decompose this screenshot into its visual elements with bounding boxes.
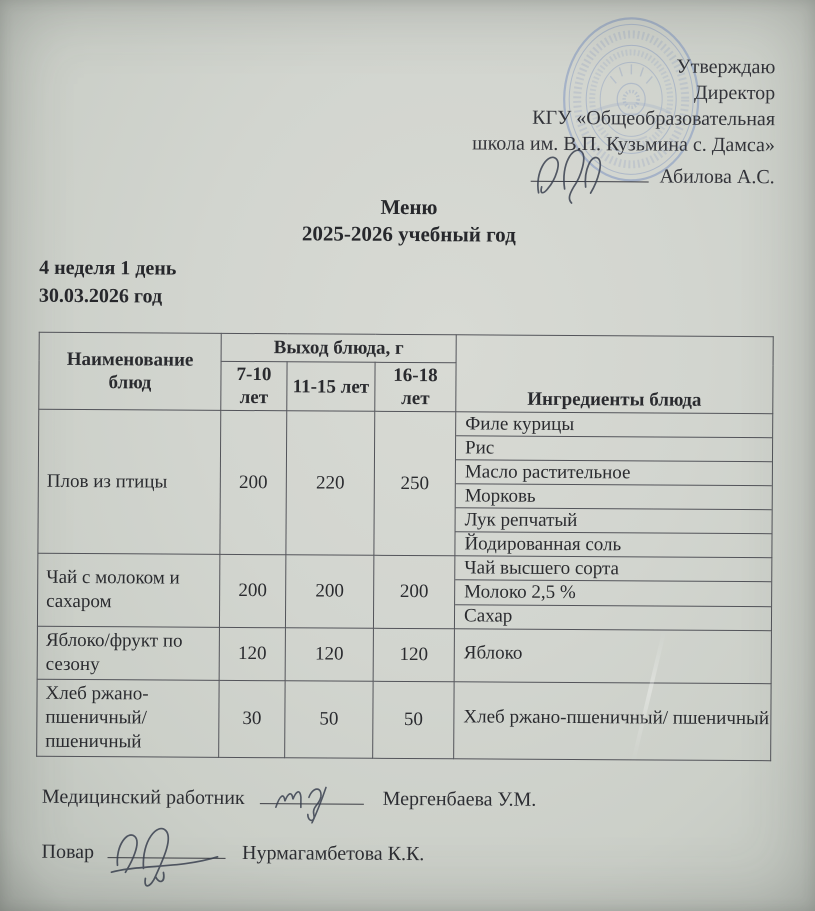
ingredient: Филе курицы bbox=[456, 412, 773, 439]
cook-name: Нурмагамбетова К.К. bbox=[242, 841, 425, 866]
director-signature-row: Абилова А.С. bbox=[472, 149, 775, 204]
date-label: 30.03.2026 год bbox=[38, 284, 163, 308]
medical-worker-name: Мергенбаева У.М. bbox=[382, 787, 537, 811]
ingredient: Молоко 2,5 % bbox=[455, 580, 772, 607]
ingredient: Лук репчатый bbox=[455, 508, 772, 535]
ingredients-cell: Хлеб ржано-пшеничный/ пшеничный bbox=[453, 681, 772, 761]
ingredient: Хлеб ржано-пшеничный/ пшеничный bbox=[463, 706, 770, 730]
portion-11-15: 120 bbox=[285, 627, 374, 682]
ingredient: Рис bbox=[456, 436, 773, 463]
medical-worker-role: Медицинский работник bbox=[41, 785, 245, 810]
ingredient: Масло растительное bbox=[455, 460, 772, 487]
dish-name: Плов из птицы bbox=[37, 409, 221, 555]
period-block: 4 неделя 1 день 30.03.2026 год bbox=[39, 254, 177, 311]
portion-16-18: 250 bbox=[373, 411, 456, 556]
menu-subtitle: 2025-2026 учебный год bbox=[301, 221, 516, 247]
medical-worker-signature-line bbox=[259, 786, 364, 824]
official-seal-icon bbox=[563, 17, 700, 182]
week-day-label: 4 неделя 1 день bbox=[39, 256, 177, 280]
portion-16-18: 50 bbox=[372, 681, 455, 759]
portion-7-10: 200 bbox=[219, 554, 286, 628]
portion-7-10: 30 bbox=[218, 680, 286, 758]
ingredients-cell: Филе курицы Рис Масло растительное Морко… bbox=[454, 411, 773, 558]
medical-worker-signature-row: Медицинский работник Мергенбаева У.М. bbox=[41, 785, 537, 824]
director-name: Абилова А.С. bbox=[659, 165, 775, 189]
director-signature-line bbox=[530, 149, 649, 204]
portion-7-10: 200 bbox=[219, 410, 287, 555]
portion-11-15: 50 bbox=[284, 680, 374, 759]
portion-7-10: 120 bbox=[219, 627, 286, 681]
ingredient: Яблоко bbox=[463, 641, 523, 664]
ingredient: Морковь bbox=[455, 484, 772, 511]
col-header-age-16-18: 16-18 лет bbox=[374, 362, 457, 412]
ingredients-cell: Яблоко bbox=[454, 628, 772, 684]
approval-line-4: школа им. В.П. Кузьмина с. Дамса» bbox=[472, 132, 775, 157]
col-header-ingredients: Ингредиенты блюда bbox=[455, 334, 774, 414]
cook-role: Повар bbox=[41, 840, 95, 864]
table-row-bread: Хлеб ржано-пшеничный/ пшеничный 30 50 50… bbox=[36, 679, 772, 761]
col-header-age-7-10: 7-10 лет bbox=[220, 361, 288, 411]
ingredient: Йодированная соль bbox=[464, 532, 622, 555]
ingredient: Сахар bbox=[463, 605, 513, 627]
medical-worker-signature-icon bbox=[274, 786, 327, 824]
dish-name: Чай с молоком и сахаром bbox=[37, 553, 220, 628]
table-row-plov: Плов из птицы 200 220 250 Филе курицы Ри… bbox=[37, 409, 773, 558]
portion-11-15: 220 bbox=[285, 410, 375, 556]
approval-line-2: Директор bbox=[693, 81, 776, 105]
cook-signature-icon bbox=[110, 827, 218, 887]
portion-11-15: 200 bbox=[285, 554, 374, 629]
col-header-age-11-15: 11-15 лет bbox=[286, 361, 376, 412]
col-header-dish: Наименование блюд bbox=[38, 332, 222, 411]
portion-16-18: 200 bbox=[373, 555, 455, 629]
title-block: Меню 2025-2026 учебный год bbox=[1, 192, 815, 251]
ingredient: Чай высшего сорта bbox=[455, 556, 772, 583]
portion-16-18: 120 bbox=[373, 628, 455, 682]
dish-name: Хлеб ржано-пшеничный/ пшеничный bbox=[36, 679, 220, 758]
table-row-tea: Чай с молоком и сахаром 200 200 200 Чай … bbox=[37, 553, 772, 631]
cook-signature-line bbox=[107, 827, 226, 887]
menu-table: Наименование блюд Выход блюда, г Ингреди… bbox=[36, 332, 774, 761]
approval-line-1: Утверждаю bbox=[676, 55, 776, 79]
ingredients-cell: Чай высшего сорта Молоко 2,5 % Сахар bbox=[454, 555, 772, 631]
approval-block: Утверждаю Директор КГУ «Общеобразователь… bbox=[472, 52, 776, 204]
col-header-output-group: Выход блюда, г bbox=[221, 333, 457, 363]
approval-line-3: КГУ «Общеобразовательная bbox=[532, 106, 776, 131]
dish-name: Яблоко/фрукт по сезону bbox=[37, 626, 220, 681]
cook-signature-row: Повар Нурмагамбетова К.К. bbox=[41, 827, 425, 887]
